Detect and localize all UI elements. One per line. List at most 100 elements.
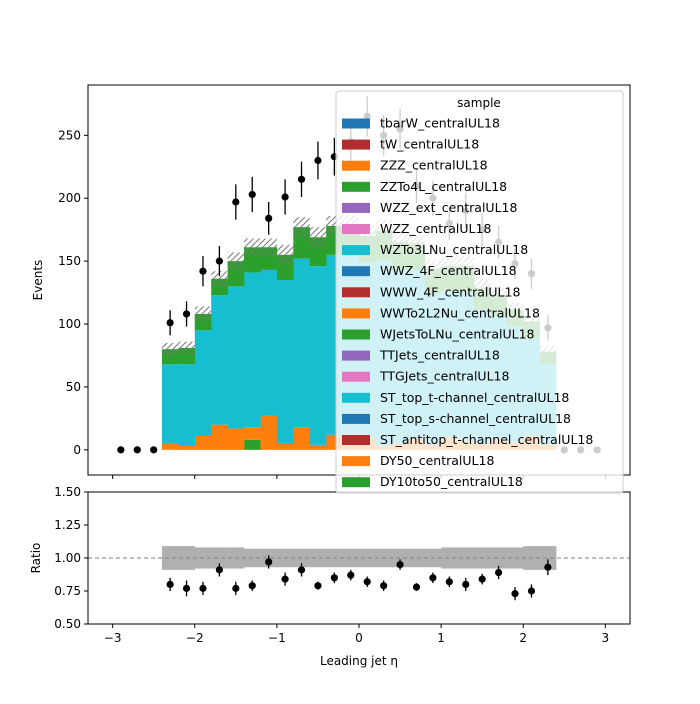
ratio-uncertainty-band — [539, 546, 557, 570]
legend-swatch — [342, 329, 370, 340]
ratio-point — [265, 558, 273, 566]
legend-swatch — [342, 413, 370, 424]
legend-swatch — [342, 224, 370, 234]
legend-label: DY10to50_centralUL18 — [380, 474, 523, 489]
x-tick-label: 0 — [355, 631, 363, 645]
mc-bar-DY50 — [293, 427, 311, 450]
legend-swatch — [342, 477, 370, 488]
mc-bar-DY50 — [178, 446, 196, 450]
ratio-point — [347, 571, 355, 579]
data-point — [166, 319, 174, 327]
ratio-uncertainty-band — [161, 546, 179, 570]
ratio-point — [297, 566, 306, 574]
x-tick-label: 2 — [519, 631, 527, 645]
legend-swatch — [342, 350, 370, 361]
y-tick-label-top: 50 — [66, 380, 81, 394]
ratio-point — [215, 566, 223, 574]
legend-label: ST_antitop_t-channel_centralUL18 — [380, 432, 593, 447]
x-tick-label: −2 — [186, 631, 204, 645]
ratio-point — [248, 582, 256, 590]
ratio-uncertainty-band — [211, 547, 228, 569]
mc-uncertainty-band — [211, 271, 228, 287]
ratio-point — [314, 582, 322, 590]
y-axis-label-events: Events — [31, 260, 45, 301]
legend-swatch — [342, 202, 370, 213]
legend-swatch — [342, 392, 370, 403]
x-tick-label: 1 — [437, 631, 445, 645]
data-point — [248, 190, 256, 199]
mc-bar-DY50 — [276, 443, 294, 450]
mc-bar-WZTo3LNu — [244, 272, 261, 428]
x-tick-label: −1 — [268, 631, 286, 645]
data-point — [297, 175, 306, 183]
x-axis-label: Leading jet η — [320, 654, 398, 668]
legend-swatch — [342, 118, 370, 129]
data-point — [314, 156, 322, 165]
data-point — [133, 446, 141, 454]
data-point — [182, 310, 191, 318]
legend-swatch — [342, 371, 370, 382]
mc-bar-WZTo3LNu — [227, 286, 245, 429]
legend-label: WWZ_4F_centralUL18 — [380, 263, 517, 278]
legend-swatch — [342, 456, 370, 467]
legend-swatch — [342, 139, 370, 150]
legend-label: WWW_4F_centralUL18 — [380, 284, 520, 299]
ratio-uncertainty-band — [490, 547, 508, 569]
mc-bar-DY50 — [211, 424, 228, 450]
data-point — [150, 446, 158, 454]
ratio-point — [199, 584, 207, 592]
legend-label: TTJets_centralUL18 — [379, 348, 500, 363]
mc-bar-WZTo3LNu — [260, 269, 278, 416]
legend-label: ST_top_s-channel_centralUL18 — [380, 411, 571, 426]
data-point — [215, 257, 223, 265]
ratio-point — [232, 584, 240, 592]
legend-label: WJetsToLNu_centralUL18 — [380, 327, 535, 342]
ratio-uncertainty-band — [359, 548, 376, 568]
ratio-uncertainty-band — [457, 547, 475, 569]
mc-uncertainty-band — [260, 238, 277, 257]
data-point — [281, 193, 289, 201]
mc-bar-WZTo3LNu — [309, 266, 327, 445]
ratio-point — [495, 568, 503, 577]
mc-bar-DY50 — [227, 428, 245, 450]
legend-label: ZZTo4L_centralUL18 — [380, 179, 507, 194]
legend-box — [335, 90, 624, 494]
mc-uncertainty-band — [309, 227, 327, 248]
mc-uncertainty-band — [161, 342, 179, 356]
ratio-point — [396, 561, 404, 569]
legend-label: ZZZ_centralUL18 — [380, 158, 488, 173]
legend-swatch — [342, 435, 370, 445]
mc-bar-WZTo3LNu — [293, 258, 311, 428]
legend-label: WZTo3LNu_centralUL18 — [380, 242, 528, 257]
mc-bar-WZTo3LNu — [194, 330, 212, 436]
mc-bar-DY50 — [309, 444, 327, 450]
legend-label: WZZ_centralUL18 — [380, 221, 491, 236]
ratio-point — [166, 580, 174, 589]
mc-bar-DY50 — [194, 436, 212, 450]
y-tick-label-bottom: 1.00 — [54, 551, 81, 565]
y-tick-label-top: 100 — [58, 317, 81, 331]
data-point — [117, 446, 125, 454]
mc-uncertainty-band — [178, 341, 195, 355]
ratio-point — [412, 583, 421, 591]
ratio-point — [281, 575, 289, 583]
mc-bar-WZTo3LNu — [161, 364, 179, 444]
ratio-point — [527, 587, 536, 595]
ratio-point — [330, 574, 338, 582]
mc-bar-WZTo3LNu — [178, 364, 196, 447]
mc-bar-DY50 — [260, 415, 278, 450]
ratio-uncertainty-band — [441, 547, 458, 569]
y-tick-label-top: 150 — [58, 254, 81, 268]
ratio-point — [511, 590, 519, 598]
mc-bar-WZTo3LNu — [276, 280, 294, 444]
y-tick-label-bottom: 0.50 — [54, 617, 81, 631]
legend-label: ST_top_t-channel_centralUL18 — [380, 390, 569, 405]
mc-bar-DY10to50 — [244, 439, 261, 450]
ratio-point — [363, 578, 371, 586]
legend: sample tbarW_centralUL18 tW_centralUL18 ZZ… — [335, 90, 624, 494]
mc-uncertainty-band — [244, 238, 261, 257]
y-tick-label-top: 0 — [73, 443, 81, 457]
ratio-uncertainty-band — [408, 548, 425, 568]
legend-title: sample — [457, 96, 501, 110]
